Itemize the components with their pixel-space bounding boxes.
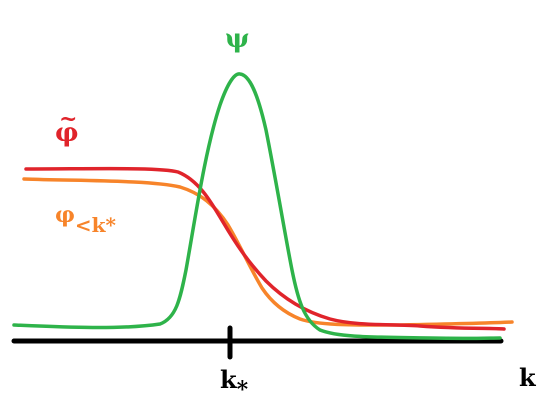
psi-label: ψ [225, 24, 250, 54]
phi-lt-kstar-curve [22, 177, 514, 327]
kstar-letter: k [220, 365, 237, 394]
kstar-subscript: * [236, 377, 249, 403]
k-axis-label: k [519, 363, 536, 392]
phi-tilde-letter: φ [55, 118, 79, 148]
psi-curve [12, 72, 502, 341]
phi-tilde-mark: ~ [59, 106, 78, 132]
phi-lt-kstar-label: φ<k* [55, 202, 116, 235]
kstar-label: k* [220, 365, 248, 402]
phi-lt-letter: φ [55, 202, 75, 228]
phi-lt-subscript: <k* [74, 213, 116, 237]
phi-tilde-curve [24, 166, 506, 331]
phi-tilde-label: ~ φ [55, 108, 79, 148]
